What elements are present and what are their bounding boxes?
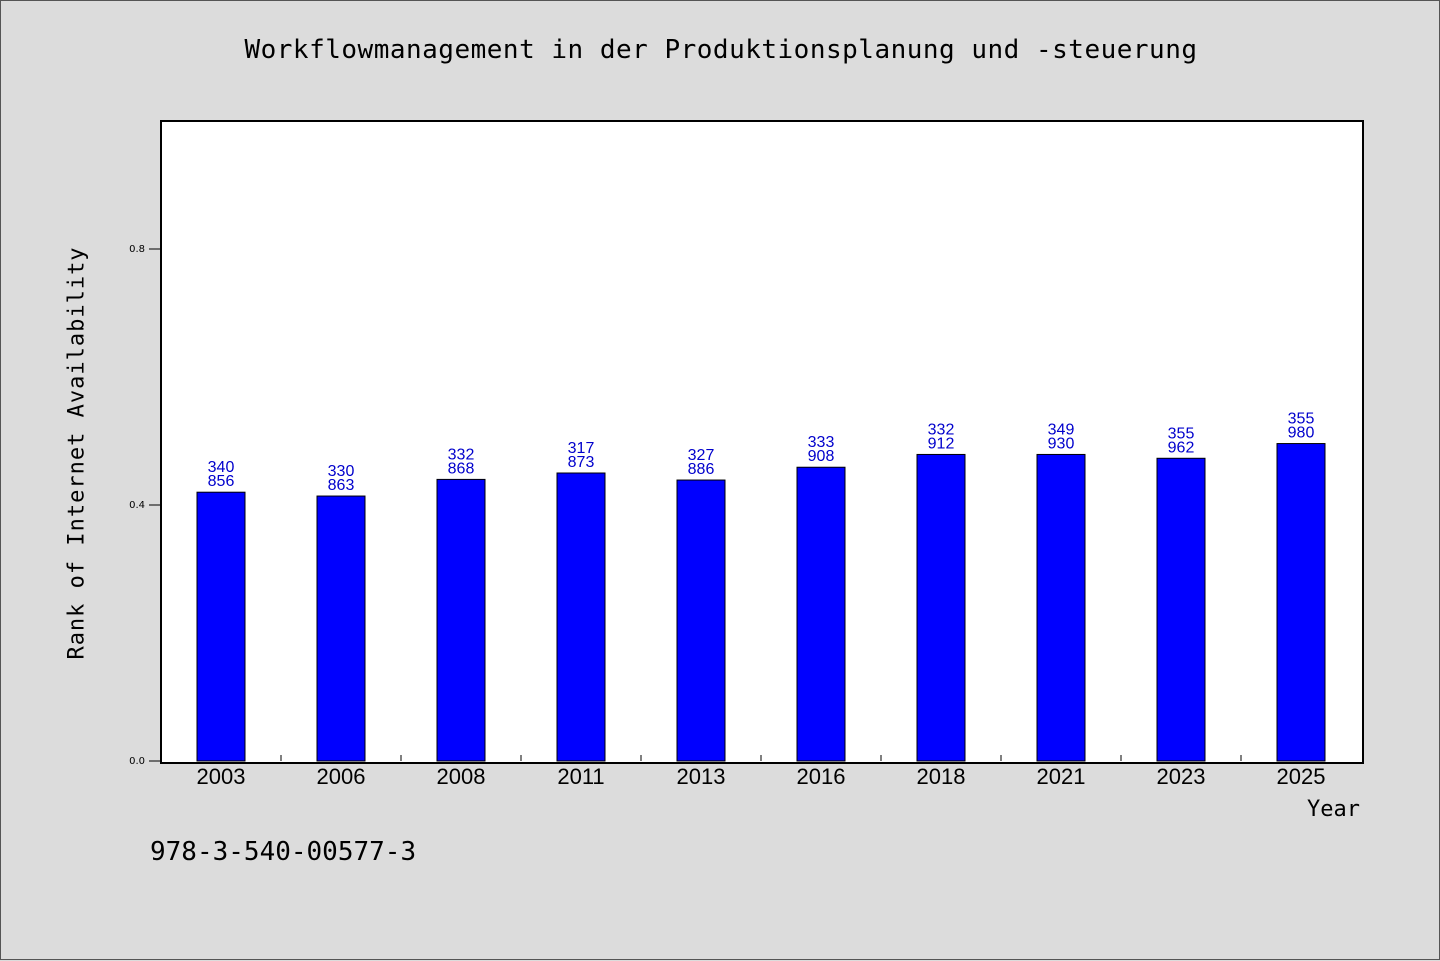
y-tick-label: 0.4 bbox=[129, 500, 145, 511]
bar-data-label: 908 bbox=[808, 448, 835, 465]
bar-data-label: 349 bbox=[1048, 421, 1075, 438]
bar-data-label: 856 bbox=[208, 473, 235, 490]
x-tick-label: 2021 bbox=[1037, 764, 1086, 789]
bar-data-label: 930 bbox=[1048, 435, 1075, 452]
bar-data-label: 340 bbox=[208, 459, 235, 476]
bar-data-label: 868 bbox=[448, 460, 475, 477]
bar-data-label: 886 bbox=[688, 461, 715, 478]
bar-data-label: 863 bbox=[328, 477, 355, 494]
bar bbox=[796, 466, 846, 762]
bar-data-label: 333 bbox=[808, 434, 835, 451]
y-tick-label: 0.8 bbox=[129, 244, 145, 255]
x-tick-label: 2023 bbox=[1157, 764, 1206, 789]
bar bbox=[1276, 443, 1326, 762]
bar bbox=[316, 495, 366, 762]
x-tick-label: 2013 bbox=[677, 764, 726, 789]
bar-data-label: 332 bbox=[928, 421, 955, 438]
x-tick-label: 2011 bbox=[557, 764, 604, 789]
x-tick-label: 2018 bbox=[917, 764, 966, 789]
bar bbox=[916, 453, 966, 762]
bar bbox=[196, 491, 246, 762]
bar-data-label: 317 bbox=[568, 440, 595, 457]
bar bbox=[1156, 457, 1206, 762]
bar-data-label: 980 bbox=[1288, 425, 1315, 442]
bar bbox=[1036, 453, 1086, 762]
bar-data-label: 332 bbox=[448, 446, 475, 463]
bar-data-label: 355 bbox=[1168, 425, 1195, 442]
x-axis-label: Year bbox=[1307, 797, 1360, 822]
bar bbox=[556, 472, 606, 762]
x-tick-label: 2025 bbox=[1277, 764, 1326, 789]
bar-data-label: 912 bbox=[928, 435, 955, 452]
x-tick-label: 2008 bbox=[437, 764, 486, 789]
bar-data-label: 962 bbox=[1168, 439, 1195, 456]
bar bbox=[436, 478, 486, 762]
y-tick-label: 0.0 bbox=[129, 756, 145, 767]
bar-data-label: 355 bbox=[1288, 411, 1315, 428]
chart-title: Workflowmanagement in der Produktionspla… bbox=[244, 35, 1198, 65]
x-tick-label: 2006 bbox=[317, 764, 366, 789]
bar-data-label: 327 bbox=[688, 447, 715, 464]
isbn-text: 978-3-540-00577-3 bbox=[150, 837, 417, 867]
bar-data-label: 873 bbox=[568, 454, 595, 471]
bar bbox=[676, 479, 726, 762]
x-tick-label: 2016 bbox=[797, 764, 846, 789]
bar-data-label: 330 bbox=[328, 463, 355, 480]
x-tick-label: 2003 bbox=[197, 764, 246, 789]
